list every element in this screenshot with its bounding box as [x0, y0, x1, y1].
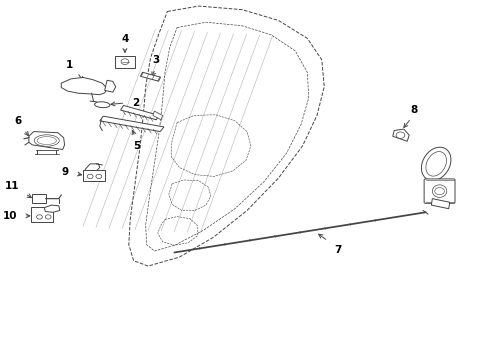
Text: 1: 1: [66, 59, 73, 69]
Circle shape: [96, 174, 102, 179]
FancyBboxPatch shape: [83, 170, 104, 181]
FancyBboxPatch shape: [32, 194, 46, 203]
Text: 3: 3: [152, 55, 160, 65]
Circle shape: [37, 215, 42, 219]
Text: 10: 10: [3, 211, 18, 221]
Polygon shape: [392, 129, 408, 141]
Circle shape: [395, 132, 404, 138]
Polygon shape: [140, 72, 160, 81]
FancyBboxPatch shape: [31, 207, 53, 222]
Circle shape: [434, 188, 444, 195]
Text: 5: 5: [133, 140, 141, 150]
Text: 2: 2: [132, 98, 139, 108]
Polygon shape: [100, 116, 163, 132]
Circle shape: [121, 59, 128, 64]
FancyBboxPatch shape: [423, 179, 454, 203]
Ellipse shape: [421, 147, 450, 180]
Polygon shape: [44, 205, 60, 212]
Polygon shape: [61, 77, 107, 95]
Text: 4: 4: [121, 34, 128, 44]
Ellipse shape: [34, 135, 59, 146]
Text: 7: 7: [333, 244, 341, 255]
Ellipse shape: [94, 102, 110, 108]
Ellipse shape: [425, 152, 446, 176]
Polygon shape: [153, 111, 162, 120]
Polygon shape: [29, 132, 64, 149]
Text: 9: 9: [61, 167, 68, 177]
Text: 11: 11: [5, 181, 19, 191]
Polygon shape: [85, 164, 100, 173]
Ellipse shape: [431, 185, 446, 197]
Polygon shape: [430, 199, 449, 209]
Polygon shape: [104, 80, 116, 92]
Ellipse shape: [37, 136, 56, 144]
Polygon shape: [121, 105, 159, 120]
FancyBboxPatch shape: [115, 55, 135, 68]
Circle shape: [45, 215, 51, 219]
Text: 6: 6: [14, 116, 21, 126]
Text: 8: 8: [409, 105, 416, 116]
Circle shape: [87, 174, 93, 179]
